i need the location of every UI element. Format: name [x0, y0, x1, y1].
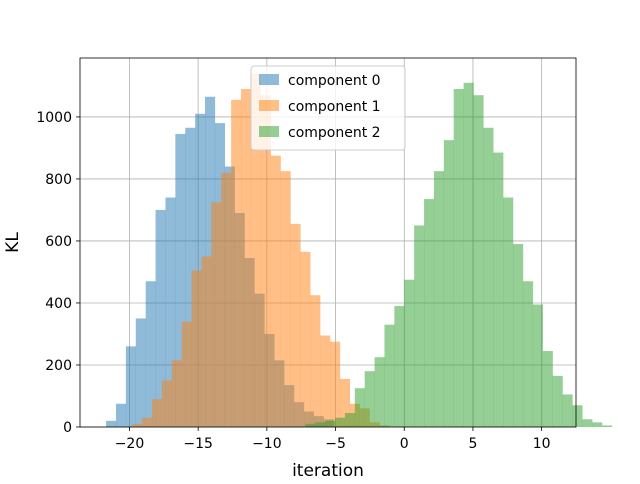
histogram-bar	[424, 199, 435, 427]
histogram-bar	[364, 371, 375, 427]
histogram-bar	[562, 394, 573, 427]
histogram-bar	[354, 388, 365, 427]
histogram-bar	[175, 133, 186, 427]
histogram-bar	[290, 223, 301, 427]
x-tick-label: 5	[468, 436, 477, 452]
histogram-bar	[106, 420, 117, 427]
histogram-bar	[344, 413, 355, 427]
histogram-bar	[522, 281, 534, 427]
histogram-bar	[241, 89, 252, 428]
x-tick-label: −5	[325, 436, 346, 452]
histogram-bar	[310, 295, 321, 427]
histogram-bar	[280, 171, 291, 427]
histogram-bar	[320, 335, 331, 427]
histogram-bar	[414, 225, 425, 427]
histogram-bar	[315, 422, 326, 427]
histogram-bar	[185, 127, 196, 427]
histogram-bar	[132, 423, 143, 427]
histogram-bar	[463, 82, 474, 427]
legend-box	[250, 65, 406, 151]
histogram-bar	[552, 375, 563, 427]
histogram-bar	[483, 127, 494, 427]
histogram-bar	[231, 99, 242, 428]
histogram-bar	[125, 346, 136, 427]
histogram-bar	[374, 357, 385, 427]
histogram-bar	[270, 155, 281, 428]
y-tick-label: 800	[45, 172, 72, 188]
histogram-bar	[592, 422, 603, 427]
axis-ticks: −20 −15 −10 −5 0 5 10 0 200 400 600 800 1000	[36, 110, 550, 452]
legend-swatch	[259, 74, 279, 85]
histogram-bar	[335, 417, 346, 427]
histogram-bar	[155, 209, 166, 427]
histogram-bar	[503, 197, 514, 427]
series-2-bars	[305, 82, 613, 428]
histogram-bar	[513, 244, 524, 427]
histogram-bar	[300, 251, 311, 427]
y-tick-label: 600	[45, 234, 72, 250]
histogram-bar	[404, 279, 415, 427]
y-tick-label: 1000	[36, 110, 72, 126]
legend-label: component 1	[288, 99, 381, 115]
histogram-bar	[171, 360, 182, 427]
histogram-bar	[151, 399, 163, 427]
histogram-bar	[339, 378, 351, 427]
histogram-bars	[106, 73, 613, 428]
histogram-bar	[542, 351, 553, 427]
histogram-bar	[325, 420, 336, 427]
x-tick-label: −10	[252, 436, 282, 452]
histogram-bar	[221, 172, 232, 427]
histogram-bar	[572, 405, 583, 427]
histogram-bar	[135, 318, 146, 427]
histogram-bar	[260, 95, 271, 427]
histogram-bar	[532, 304, 543, 427]
histogram-bar	[443, 140, 454, 427]
histogram-bar	[165, 197, 176, 427]
histogram-bar	[384, 324, 395, 427]
x-tick-label: 10	[533, 436, 551, 452]
histogram-bar	[145, 281, 156, 427]
x-tick-label: 0	[400, 436, 409, 452]
y-tick-label: 200	[45, 358, 72, 374]
histogram-bar	[582, 419, 593, 427]
histogram-bar	[161, 380, 172, 427]
legend-swatch	[259, 126, 279, 137]
histogram-bar	[201, 256, 212, 427]
histogram-bar	[250, 73, 262, 427]
histogram-bar	[453, 89, 464, 428]
histogram-bar	[115, 403, 127, 427]
legend: component 0 component 1 component 2	[250, 65, 406, 151]
histogram-bar	[493, 152, 504, 428]
y-axis-label: KL	[3, 232, 23, 253]
histogram-bar	[305, 423, 316, 427]
plot-frame	[79, 57, 577, 428]
x-axis-label: iteration	[292, 461, 364, 480]
legend-label: component 2	[288, 125, 381, 141]
series-1-bars	[132, 73, 390, 428]
histogram-bar	[191, 270, 202, 427]
histogram-bar	[330, 341, 341, 427]
histogram-bar	[473, 95, 484, 427]
histogram-bar	[602, 425, 613, 427]
y-tick-label: 400	[45, 296, 72, 312]
x-tick-label: −20	[115, 436, 145, 452]
histogram-bar	[142, 417, 153, 427]
y-tick-label: 0	[63, 420, 72, 436]
histogram-bar	[181, 321, 192, 427]
legend-label: component 0	[288, 73, 381, 89]
histogram-bar	[211, 202, 222, 427]
histogram-bar	[433, 171, 445, 427]
x-tick-label: −15	[183, 436, 213, 452]
legend-swatch	[259, 100, 279, 111]
histogram-bar	[394, 306, 405, 427]
